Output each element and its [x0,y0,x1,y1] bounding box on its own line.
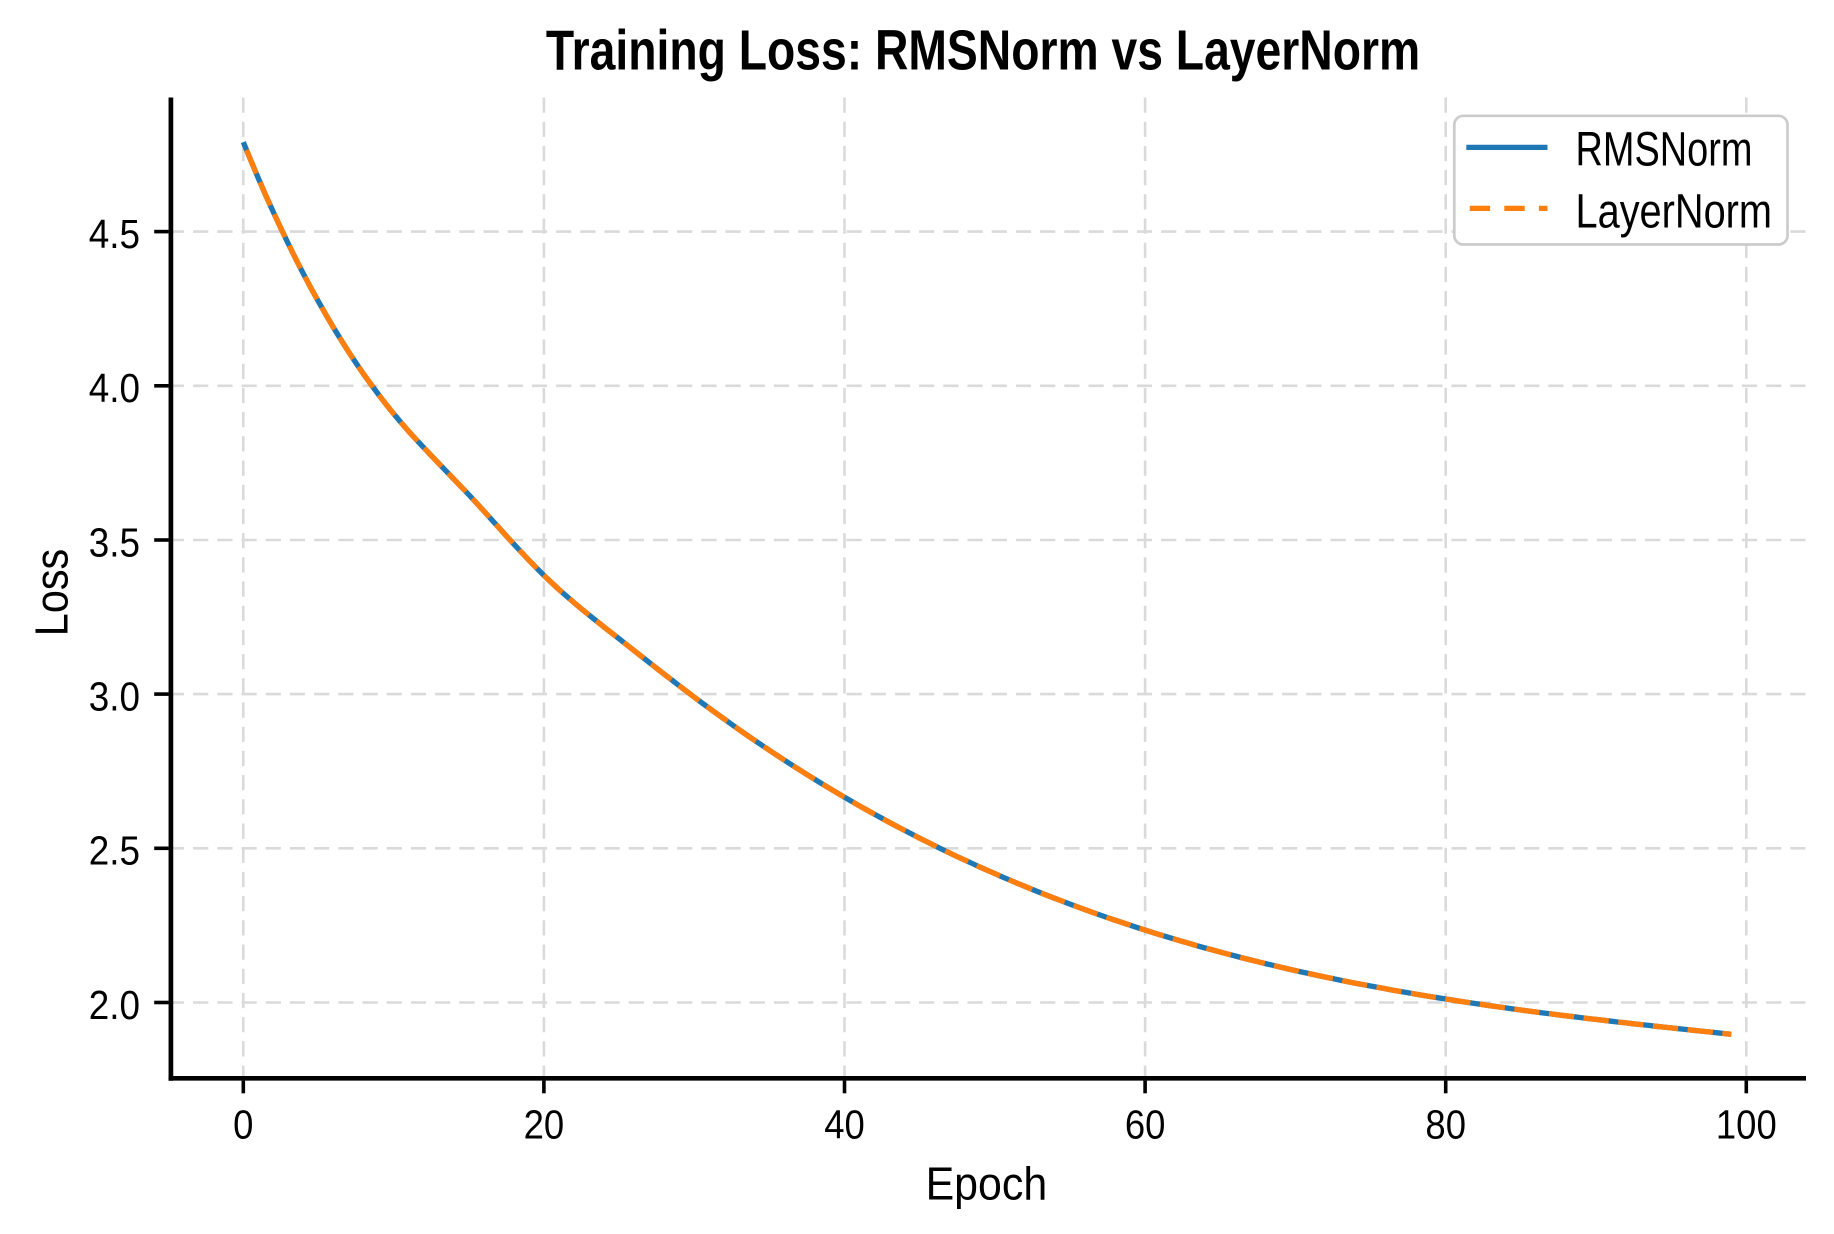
svg-text:2.0: 2.0 [89,983,140,1028]
svg-text:2.5: 2.5 [89,829,140,874]
svg-text:40: 40 [824,1103,865,1148]
svg-text:60: 60 [1125,1103,1166,1148]
svg-text:20: 20 [524,1103,565,1148]
svg-text:100: 100 [1716,1103,1777,1148]
svg-text:Training Loss: RMSNorm vs Laye: Training Loss: RMSNorm vs LayerNorm [546,19,1420,83]
svg-text:LayerNorm: LayerNorm [1576,185,1772,238]
svg-text:4.0: 4.0 [89,367,140,412]
svg-text:3.5: 3.5 [89,521,140,566]
svg-text:80: 80 [1425,1103,1466,1148]
svg-text:Loss: Loss [26,549,78,636]
svg-text:4.5: 4.5 [89,212,140,257]
svg-text:Epoch: Epoch [926,1158,1048,1210]
svg-text:3.0: 3.0 [89,675,140,720]
svg-text:0: 0 [233,1103,253,1148]
svg-text:RMSNorm: RMSNorm [1576,123,1753,176]
